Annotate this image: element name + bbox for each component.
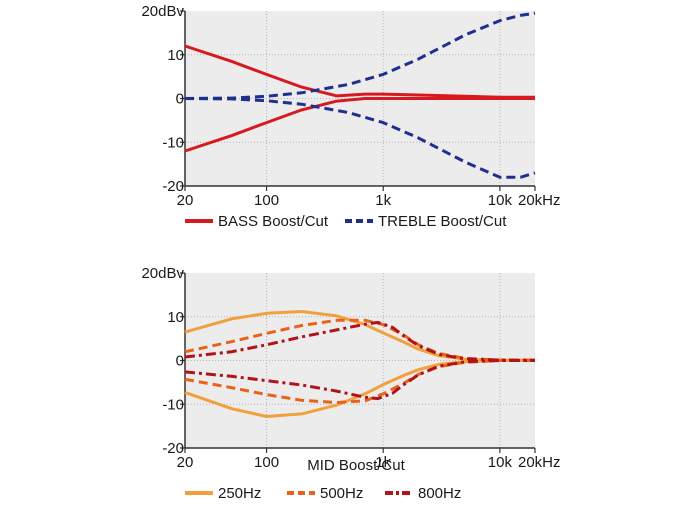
x-tick-label: 20 (177, 192, 194, 209)
y-tick-label: 0 (176, 353, 184, 370)
y-tick-label: -10 (162, 134, 184, 151)
y-tick-label: 10 (167, 47, 184, 64)
x-tick-label: 20kHz (518, 454, 561, 471)
series-line (184, 320, 535, 362)
y-tick-label: 10 (167, 309, 184, 326)
x-tick-label: 1k (375, 192, 391, 209)
x-axis-title: MID Boost/Cut (307, 457, 405, 474)
series-line (184, 359, 535, 401)
series-line (184, 97, 535, 153)
legend-label: 250Hz (218, 485, 261, 502)
y-tick-label: 20dBv (141, 3, 184, 20)
y-tick-label: -20 (162, 440, 184, 457)
series-line (184, 359, 535, 404)
series-line (184, 11, 536, 100)
x-tick-label: 20 (177, 454, 194, 471)
series-line (184, 318, 535, 362)
y-tick-label: -10 (162, 396, 184, 413)
legend-label: BASS Boost/Cut (218, 213, 329, 230)
y-tick-label: 0 (176, 91, 184, 108)
legend: 250Hz 500Hz 800Hz (185, 485, 461, 502)
series-line (184, 310, 535, 362)
x-tick-label: 10k (488, 454, 513, 471)
x-tick-label: 1k (375, 454, 391, 471)
x-tick-label: 100 (254, 454, 279, 471)
series-line (184, 44, 535, 99)
x-tick-label: 100 (254, 192, 279, 209)
series-line (184, 97, 536, 179)
x-tick-label: 20kHz (518, 192, 561, 209)
y-tick-label: 20dBv (141, 265, 184, 282)
legend-label: 800Hz (418, 485, 461, 502)
legend-label: TREBLE Boost/Cut (378, 213, 507, 230)
series-line (184, 359, 535, 418)
legend: BASS Boost/Cut TREBLE Boost/Cut (185, 213, 507, 230)
legend-label: 500Hz (320, 485, 363, 502)
x-tick-label: 10k (488, 192, 513, 209)
y-tick-label: -20 (162, 178, 184, 195)
